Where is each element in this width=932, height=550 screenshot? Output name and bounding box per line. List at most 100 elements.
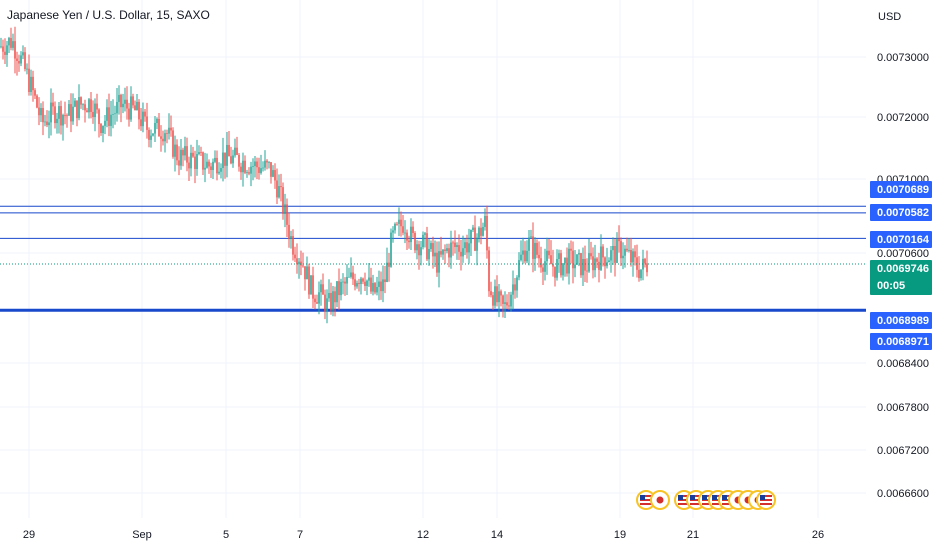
candle [596,257,598,269]
candle [46,110,48,128]
candle [544,248,546,281]
candle [644,257,646,268]
price-tick-label: 0.0072000 [877,112,929,124]
candle [458,234,460,260]
candle [304,266,306,291]
candle [164,129,166,153]
candle [180,138,182,170]
candle [12,33,14,51]
candle [310,275,312,295]
candle [638,256,640,282]
candle [482,222,484,237]
us-flag-icon[interactable] [636,490,656,510]
candle [332,286,334,317]
candle [536,239,538,259]
candle [340,278,342,301]
candle [242,152,244,187]
candle [154,116,156,143]
candle [264,150,266,171]
jp-flag-icon[interactable] [650,490,670,510]
time-tick-label: 19 [614,529,626,541]
candle [618,225,620,253]
candle [30,69,32,96]
candle [198,145,200,156]
candle [412,221,414,238]
candle [628,238,630,253]
economic-event-flags[interactable] [636,490,776,510]
time-axis-background[interactable] [0,518,866,550]
candle [190,144,192,177]
grid-lines [0,0,866,518]
candle [576,254,578,266]
candle [210,162,212,179]
price-tag: 0.0069746 00:05 [870,260,932,295]
candle [124,87,126,112]
time-tick-label: 5 [223,529,229,541]
candle [142,102,144,133]
candle [54,101,56,129]
candle [2,39,4,60]
candle [520,240,522,262]
candle [442,249,444,260]
candle [250,161,252,187]
candle [256,157,258,180]
candle [126,86,128,120]
candle [396,221,398,226]
candle [36,94,38,109]
candle [480,218,482,245]
price-tag: 0.0068971 [870,333,932,350]
candle [526,240,528,264]
candle [366,279,368,296]
candle [286,198,288,237]
candle [110,100,112,137]
candle [402,215,404,236]
candle [34,88,36,100]
candle [50,88,52,136]
candle [410,218,412,251]
candle [134,100,136,111]
candle [278,174,280,199]
candle [478,226,480,243]
us-flag-icon[interactable] [756,490,776,510]
candle [66,113,68,128]
candlestick-series [0,26,648,324]
price-tick-label: 0.0066600 [877,488,929,500]
candle [60,100,62,135]
price-tag-label: 0.0070689 [877,184,929,196]
candle [464,238,466,256]
candle [174,135,176,172]
price-tag: 0.0070582 [870,204,932,221]
candle [616,232,618,264]
candle [92,100,94,124]
time-tick-label: 12 [417,529,429,541]
candle [78,84,80,121]
time-tick-label: Sep [132,529,152,541]
candle [150,129,152,148]
candle [608,257,610,263]
candle [502,294,504,318]
candle [538,241,540,268]
candle [488,246,490,297]
candle [512,270,514,310]
candle [0,37,2,49]
candle [294,246,296,262]
candle [600,234,602,271]
candle [90,91,92,119]
candle [380,271,382,300]
candle [128,102,130,127]
candle [394,222,396,234]
candle [578,249,580,267]
candle [430,240,432,252]
candle [204,152,206,183]
candle [368,262,370,287]
candle [626,237,628,253]
candle [640,269,642,281]
candle [530,229,532,239]
candle [172,127,174,159]
candle [558,249,560,273]
candle [570,240,572,264]
candle [162,130,164,146]
candle [44,114,46,127]
candle [234,138,236,158]
